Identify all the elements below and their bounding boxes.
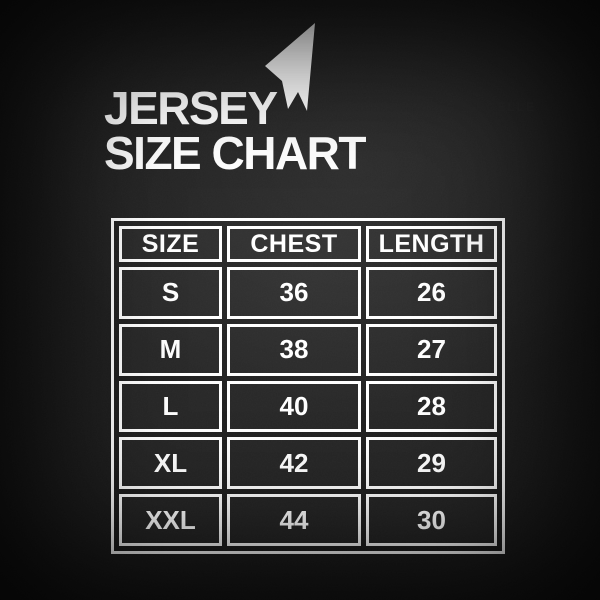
length-cell: 27	[366, 323, 497, 376]
size-cell: S	[119, 267, 222, 319]
size-table-body: S 36 26 M 38 27 L 40 28 XL 42 29 XXL 44	[119, 267, 497, 546]
chest-cell: 38	[227, 323, 361, 376]
chest-cell: 36	[227, 267, 361, 319]
table-row-xl: XL 42 29	[119, 437, 497, 490]
table-row-m: M 38 27	[119, 323, 497, 376]
header-row: SIZE CHEST LENGTH	[119, 226, 497, 262]
size-table-header: SIZE CHEST LENGTH	[119, 226, 497, 262]
column-header-size: SIZE	[119, 226, 222, 262]
size-cell: XL	[119, 437, 222, 490]
cursor-arrow-icon	[265, 23, 315, 111]
page-title: JERSEY SIZE CHART	[104, 82, 367, 179]
column-header-chest: CHEST	[227, 226, 361, 262]
column-header-length: LENGTH	[366, 226, 497, 262]
size-cell: L	[119, 380, 222, 433]
page-title-line2: SIZE CHART	[104, 127, 367, 179]
size-cell: M	[119, 323, 222, 376]
length-cell: 28	[366, 380, 497, 433]
size-cell: XXL	[119, 494, 222, 546]
length-cell: 29	[366, 437, 497, 490]
table-row-s: S 36 26	[119, 267, 497, 319]
size-table: SIZE CHEST LENGTH S 36 26 M 38 27 L 40 2…	[111, 218, 505, 554]
table-row-l: L 40 28	[119, 380, 497, 433]
brand-watermark: BORCELLE	[454, 100, 536, 114]
chest-cell: 42	[227, 437, 361, 490]
chest-cell: 40	[227, 380, 361, 433]
page-title-line1: JERSEY	[104, 82, 278, 134]
length-cell: 26	[366, 267, 497, 319]
chest-cell: 44	[227, 494, 361, 546]
length-cell: 30	[366, 494, 497, 546]
table-row-xxl: XXL 44 30	[119, 494, 497, 546]
